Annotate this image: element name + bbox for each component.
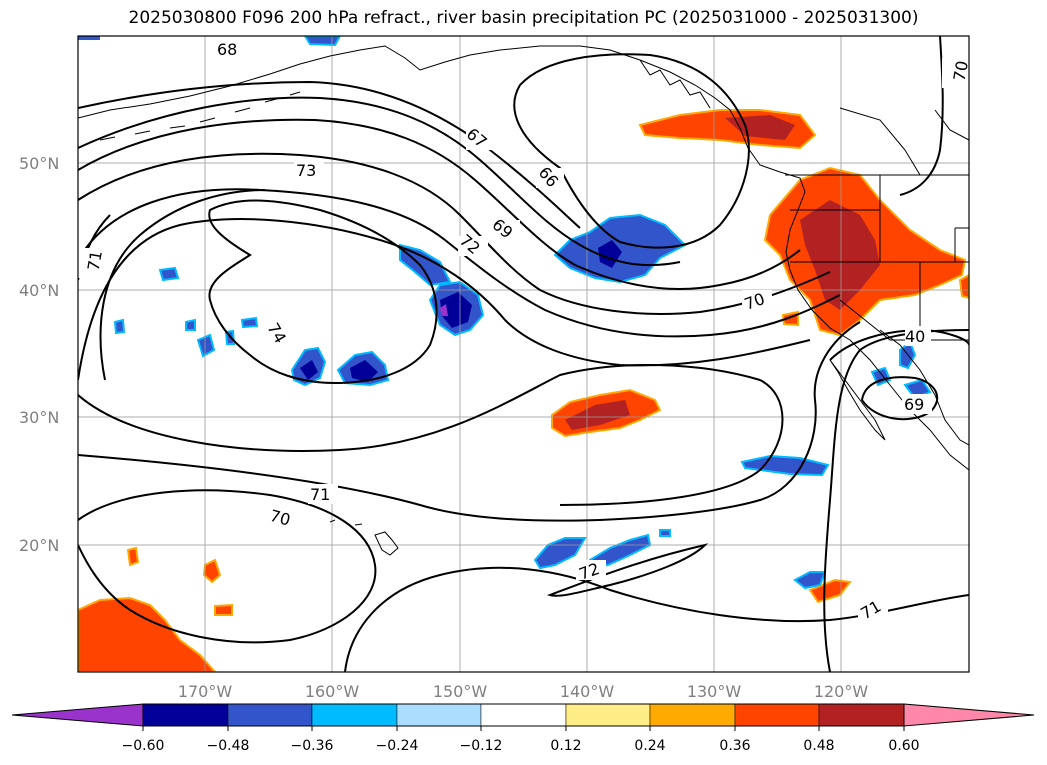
colorbar-segment-8	[734, 703, 820, 727]
contour-74	[208, 199, 438, 385]
colorbar-extend-high	[903, 703, 1035, 727]
contour-label-40: 40	[905, 327, 925, 346]
aleutian-islands	[99, 91, 301, 141]
coastline-islands-bc	[639, 59, 711, 109]
coastlines	[78, 45, 969, 556]
precip-neg-mexico-2	[870, 366, 892, 387]
lat-label-40: 40°N	[19, 281, 59, 300]
lat-label-20: 20°N	[19, 536, 59, 555]
hawaii-islands	[329, 519, 399, 556]
colorbar-tick-label-10: 0.60	[888, 738, 919, 754]
colorbar-ticks	[142, 726, 905, 731]
contour-71-loop	[99, 189, 266, 381]
precip-neg-center-4-core	[300, 360, 318, 380]
colorbar-tick-label-3: −0.36	[291, 738, 334, 754]
contour-label-70-top-right: 70	[950, 59, 972, 82]
coastline-baja	[829, 359, 886, 441]
contour-label-73: 73	[296, 161, 316, 180]
precip-area-small-4	[808, 578, 852, 604]
lat-label-30: 30°N	[19, 408, 59, 427]
colorbar-segment-5	[480, 703, 567, 727]
precip-neg-small-2	[196, 333, 216, 358]
lon-label-140w: 140°W	[560, 682, 615, 701]
contour-71-mid	[78, 364, 784, 506]
precip-area-small-2	[214, 603, 233, 616]
map-background	[78, 36, 969, 672]
colorbar-segment-1	[142, 703, 229, 727]
border-states	[790, 175, 969, 341]
precip-neg-center-1-peak	[440, 304, 448, 316]
precip-neg-small-1	[158, 266, 180, 282]
precip-neg-south-3	[793, 571, 827, 590]
latitude-labels: 50°N 40°N 30°N 20°N	[19, 154, 59, 555]
lon-label-130w: 130°W	[687, 682, 742, 701]
colorbar-segment-7	[649, 703, 736, 727]
contour-68	[78, 80, 581, 229]
precip-neg-center-3-core	[350, 360, 378, 382]
precip-neg-top-1	[78, 36, 100, 40]
contour-70-south	[78, 489, 377, 644]
lon-label-120w: 120°W	[814, 682, 869, 701]
colorbar-tick-label-9: 0.48	[803, 738, 834, 754]
contour-70-east-2	[823, 329, 969, 672]
precip-area-central-core	[565, 400, 630, 430]
precip-area-west-coast-core	[800, 200, 880, 310]
precip-area-small-3	[126, 546, 140, 567]
contour-label-group: 68 67 66 73 69 72 71 40 74 70 71 70 72	[78, 38, 972, 623]
precip-neg-small-3	[185, 318, 196, 331]
colorbar: −0.60 −0.48 −0.36 −0.24 −0.12 0.12 0.24 …	[11, 703, 1035, 754]
contour-label-71-mid: 71	[310, 485, 330, 504]
colorbar-tick-label-2: −0.48	[207, 738, 250, 754]
contour-66	[513, 53, 750, 249]
contour-label-70-south: 70	[268, 506, 293, 530]
longitude-labels: 170°W 160°W 150°W 140°W 130°W 120°W	[178, 682, 869, 701]
precip-neg-mexico-3	[903, 378, 932, 400]
colorbar-tick-label-5: −0.12	[460, 738, 503, 754]
contour-70-top-right	[899, 36, 944, 196]
precip-neg-east-1	[740, 454, 830, 477]
lon-label-170w: 170°W	[178, 682, 233, 701]
contour-72	[78, 188, 841, 338]
colorbar-tick-label-4: −0.24	[376, 738, 419, 754]
map-frame	[77, 35, 970, 673]
precip-area-small-5	[958, 273, 969, 300]
colorbar-segment-4	[396, 703, 482, 727]
precip-neg-center-1-core	[440, 292, 472, 328]
contour-71-lower	[78, 321, 861, 522]
precip-neg-small-5	[113, 318, 126, 335]
coastline-alaska	[78, 45, 969, 471]
lon-label-150w: 150°W	[433, 682, 488, 701]
coastline-mexico	[879, 329, 969, 446]
contour-label-68: 68	[217, 40, 237, 59]
colorbar-tick-label-1: −0.60	[122, 738, 165, 754]
colorbar-segment-9	[818, 703, 905, 727]
contour-69	[78, 118, 801, 290]
contour-67	[78, 96, 681, 267]
colorbar-segment-2	[227, 703, 313, 727]
colorbar-segment-3	[311, 703, 398, 727]
border-inland	[839, 107, 969, 176]
map-title: 2025030800 F096 200 hPa refract., river …	[128, 8, 919, 28]
gridlines	[78, 36, 969, 672]
precip-neg-center-2	[399, 243, 452, 287]
colorbar-tick-label-6: 0.12	[550, 738, 581, 754]
colorbar-tick-label-7: 0.24	[634, 738, 665, 754]
colorbar-extend-low	[11, 703, 144, 727]
contour-label-69-east: 69	[904, 395, 924, 414]
lon-label-160w: 160°W	[305, 682, 360, 701]
precip-neg-small-4	[240, 316, 259, 329]
colorbar-segment-6	[565, 703, 651, 727]
precip-neg-south-4	[659, 529, 671, 537]
lat-label-50: 50°N	[19, 154, 59, 173]
precip-area-small-1	[202, 558, 222, 584]
contour-label-71-west: 71	[84, 249, 106, 272]
contour-69-east	[860, 376, 939, 421]
colorbar-tick-label-8: 0.36	[719, 738, 750, 754]
precip-neg-top-2	[303, 36, 342, 47]
